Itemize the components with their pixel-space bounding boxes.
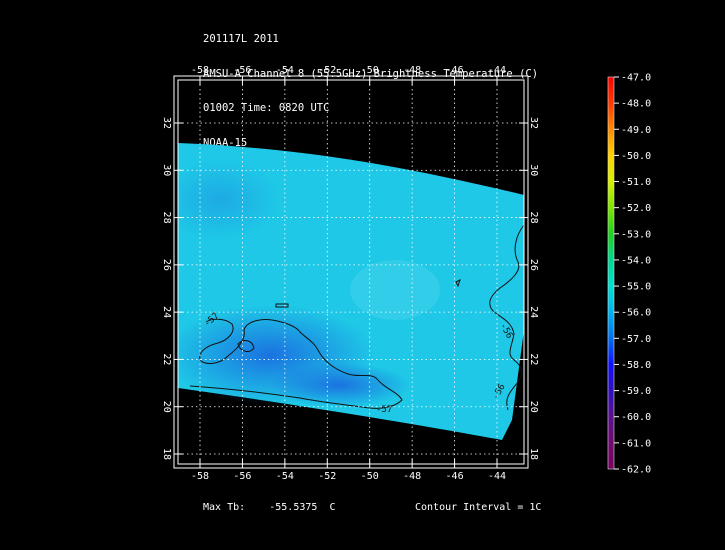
frame-ticks (174, 76, 528, 468)
lat-tick-label: 18 (528, 448, 539, 460)
top-lon-labels: -58 -56 -54 -52 -50 -48 -46 -44 (191, 65, 506, 76)
lat-tick-label: 32 (528, 117, 539, 129)
contour-label: -57 (376, 405, 392, 415)
colorbar-label: -48.0 (621, 99, 651, 110)
lon-tick-label: -48 (403, 471, 421, 482)
colorbar-label: -55.0 (621, 282, 651, 293)
lon-tick-label: -52 (318, 471, 336, 482)
lat-tick-label: 30 (528, 164, 539, 176)
warm-region (350, 260, 440, 320)
contour-line-57c (275, 303, 289, 308)
lon-tick-label: -58 (191, 65, 209, 76)
lon-tick-label: -46 (446, 471, 464, 482)
colorbar-label: -47.0 (621, 73, 651, 84)
map-outer-frame (173, 75, 529, 469)
lat-tick-label: 24 (161, 306, 172, 318)
header-storm-id: 201117L 2011 (203, 33, 279, 45)
lon-tick-label: -54 (276, 65, 294, 76)
colorbar-label: -51.0 (621, 177, 651, 188)
colorbar-label: -56.0 (621, 308, 651, 319)
lon-tick-label: -54 (276, 471, 294, 482)
lon-tick-label: -56 (233, 471, 251, 482)
cold-region-3 (178, 160, 280, 240)
left-lat-labels: 18 20 22 24 26 28 30 32 (161, 117, 172, 460)
colorbar-label: -53.0 (621, 229, 651, 240)
colorbar: -47.0 -48.0 -49.0 -50.0 -51.0 -52.0 -53.0 -54.0… (607, 73, 651, 476)
header-channel: AMSU-A Channel 8 (55.5GHz) Brightness Te… (203, 67, 539, 80)
lat-lon-grid (178, 80, 524, 464)
contour-line-57b (237, 340, 255, 352)
lon-tick-label: -58 (191, 471, 209, 482)
colorbar-label: -54.0 (621, 255, 651, 266)
colorbar-ramp (607, 76, 615, 470)
lon-tick-label: -50 (361, 65, 379, 76)
colorbar-label: -58.0 (621, 360, 651, 371)
colorbar-label: -62.0 (621, 465, 651, 476)
colorbar-label: -57.0 (621, 334, 651, 345)
lat-tick-label: 32 (161, 117, 172, 129)
lat-tick-label: 26 (528, 259, 539, 271)
lon-tick-label: -44 (488, 471, 506, 482)
lat-tick-label: 28 (161, 212, 172, 224)
colorbar-label: -61.0 (621, 438, 651, 449)
lat-tick-label: 30 (161, 164, 172, 176)
lon-tick-label: -46 (446, 65, 464, 76)
contour-interval: Contour Interval = 1C (415, 502, 542, 513)
lat-tick-label: 18 (161, 448, 172, 460)
colorbar-label: -52.0 (621, 203, 651, 214)
lon-tick-label: -50 (361, 471, 379, 482)
map-frame (177, 79, 525, 465)
lon-tick-label: -44 (488, 65, 506, 76)
contour-line-57 (189, 318, 403, 409)
swath-layer (178, 143, 524, 440)
lon-tick-label: -48 (403, 65, 421, 76)
max-tb-value: -55.5375 (269, 502, 318, 513)
max-tb-readout: Max Tb: -55.5375 C (203, 502, 336, 513)
cold-region-2 (270, 363, 410, 407)
colorbar-label: -50.0 (621, 151, 651, 162)
lat-tick-label: 20 (161, 401, 172, 413)
lat-tick-label: 24 (528, 306, 539, 318)
lat-tick-label: 22 (161, 353, 172, 365)
bottom-lon-labels: -58 -56 -54 -52 -50 -48 -46 -44 (191, 471, 506, 482)
header-time: 01002 Time: 0820 UTC (203, 102, 330, 114)
lon-tick-label: -52 (318, 65, 336, 76)
lon-tick-label: -56 (233, 65, 251, 76)
plot-header: 201117L 2011 AMSU-A Channel 8 (55.5GHz) … (203, 11, 538, 161)
max-tb-unit: C (329, 502, 336, 513)
right-lat-labels: 18 20 22 24 26 28 30 32 (528, 117, 539, 460)
lat-tick-label: 22 (528, 353, 539, 365)
lat-tick-label: 26 (161, 259, 172, 271)
max-tb-label: Max Tb: (203, 502, 246, 513)
colorbar-label: -60.0 (621, 412, 651, 423)
contour-layer (189, 224, 525, 411)
lat-tick-label: 28 (528, 212, 539, 224)
header-satellite: NOAA-15 (203, 136, 248, 149)
contour-line-56 (489, 224, 525, 411)
colorbar-label: -49.0 (621, 125, 651, 136)
colorbar-label: -59.0 (621, 386, 651, 397)
lat-tick-label: 20 (528, 401, 539, 413)
contour-line-56b (455, 279, 461, 288)
